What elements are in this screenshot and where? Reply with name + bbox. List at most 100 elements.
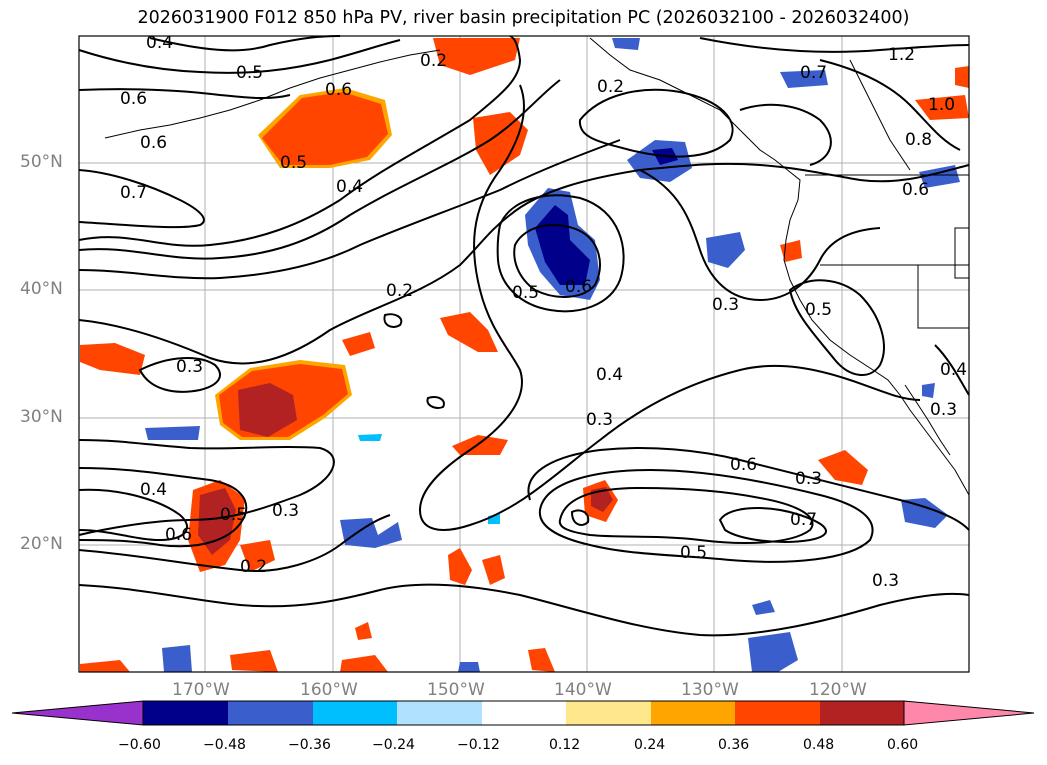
colorbar-tick: 0.12 [549, 737, 581, 753]
precip-blob [340, 655, 388, 672]
precip-blob [528, 648, 555, 672]
pv-contour-line [78, 79, 561, 260]
colorbar-segment [735, 701, 820, 725]
precip-blob [355, 622, 372, 640]
lon-label-160w: 160°W [300, 680, 358, 700]
precip-blob [752, 600, 775, 615]
contour-label: 0.3 [930, 400, 957, 420]
pv-contour-line [934, 344, 970, 396]
contour-label: 0.6 [165, 525, 192, 545]
precip-blob [240, 540, 275, 572]
state-border [849, 59, 911, 171]
colorbar-tick: −0.24 [372, 737, 415, 753]
pv-contour-line [538, 468, 874, 563]
precip-blob [915, 95, 969, 120]
contour-label: 0.5 [280, 153, 307, 173]
baja-california-coastline [904, 384, 951, 456]
contour-label: 0.4 [336, 177, 363, 197]
lon-label-140w: 140°W [554, 680, 612, 700]
contour-label: 0.7 [800, 63, 827, 83]
lon-label-150w: 150°W [427, 680, 485, 700]
pv-contours [78, 35, 970, 637]
precip-blob [612, 38, 640, 50]
contour-label: 0.6 [730, 455, 757, 475]
contour-label: 0.6 [120, 89, 147, 109]
contour-label: 1.2 [888, 45, 915, 65]
colorbar-frame [142, 700, 905, 726]
contour-label: 0.7 [790, 510, 817, 530]
colorbar-extend-min [11, 700, 144, 726]
colorbar-segment [313, 701, 397, 725]
precip-blob [358, 434, 382, 441]
contour-label: 0.3 [586, 410, 613, 430]
pv-contour-line [78, 162, 970, 365]
aleutian-islands [104, 49, 441, 139]
precip-blob [780, 70, 828, 88]
colorbar-tick: −0.12 [457, 737, 500, 753]
pv-contour-line [819, 59, 961, 151]
pv-contour-line [699, 37, 970, 53]
precip-blob [482, 555, 505, 585]
precip-blob [162, 645, 192, 672]
precip-blob [440, 312, 498, 352]
precip-blob [340, 518, 402, 548]
state-border [917, 265, 969, 329]
lat-label-40n: 40°N [20, 279, 63, 299]
precip-blob [473, 112, 528, 175]
precip-blob [433, 38, 520, 75]
colorbar-segment [143, 701, 228, 725]
pv-contour-line [78, 583, 970, 637]
pv-contour-line [138, 357, 221, 393]
precip-blob [591, 487, 613, 512]
precip-blob [262, 92, 388, 165]
contour-label: 0.3 [712, 295, 739, 315]
contour-label: 0.2 [420, 51, 447, 71]
pv-contour-line [78, 488, 188, 542]
colorbar-segment [228, 701, 313, 725]
lon-label-170w: 170°W [172, 680, 230, 700]
contour-label: 0.8 [905, 130, 932, 150]
contour-label: 0.7 [120, 183, 147, 203]
colorbar-tick: 0.24 [634, 737, 666, 753]
colorbar-tick: 0.48 [803, 737, 835, 753]
contour-label: 0.3 [272, 501, 299, 521]
contour-labels: 0.4 0.5 0.6 0.6 0.5 0.7 0.4 0.2 0.3 0.4 … [120, 33, 967, 591]
colorbar-segment [566, 701, 651, 725]
map-title: 2026031900 F012 850 hPa PV, river basin … [137, 8, 910, 28]
colorbar-tick: −0.48 [203, 737, 246, 753]
contour-label: 0.4 [940, 360, 967, 380]
precip-blob [922, 383, 935, 398]
contour-label: 0.3 [176, 357, 203, 377]
precip-blob [230, 650, 278, 672]
contour-label: 0.3 [795, 469, 822, 489]
graticule [79, 36, 969, 672]
pv-contour-line [78, 467, 248, 548]
lat-label-30n: 30°N [20, 407, 63, 427]
contour-label: 0.6 [140, 133, 167, 153]
precip-blob [80, 660, 130, 672]
contour-label: 0.3 [872, 571, 899, 591]
pv-contour-line [78, 139, 621, 280]
precip-blob [955, 66, 969, 88]
precip-blob [458, 662, 480, 672]
precip-blob [342, 332, 375, 356]
precip-blob [238, 383, 297, 437]
contour-label: 1.0 [928, 95, 955, 115]
pv-contour-line [788, 279, 885, 376]
pv-contour-line [78, 88, 291, 100]
pv-contour-line [418, 84, 921, 531]
pv-contour-line [426, 396, 445, 409]
precip-positive [80, 38, 969, 672]
precip-blob [748, 632, 798, 672]
contour-label: 0.2 [386, 281, 413, 301]
colorbar-segment [397, 701, 482, 725]
pv-contour-line [78, 514, 391, 572]
lon-label-130w: 130°W [681, 680, 739, 700]
precip-blob [452, 435, 508, 455]
lat-label-20n: 20°N [20, 534, 63, 554]
contour-label: 0.5 [220, 505, 247, 525]
lon-label-120w: 120°W [809, 680, 867, 700]
colorbar-tick: −0.60 [118, 737, 161, 753]
north-america-coastline [589, 37, 970, 496]
precip-blob [448, 548, 472, 585]
